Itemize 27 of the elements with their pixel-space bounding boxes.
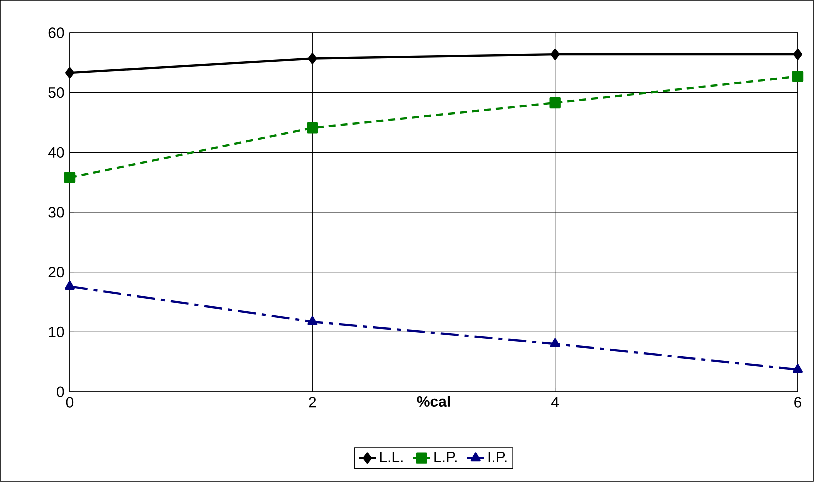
x-tick-label: 0 [66,397,74,408]
y-tick-label: 40 [48,147,64,158]
legend-label: I.P. [488,452,507,462]
x-tick-label: 4 [552,397,560,408]
point [793,364,804,374]
x-tick-label: 6 [794,397,802,408]
y-tick-label: 50 [48,88,64,98]
legend-label: L.L. [380,452,403,462]
point [550,338,560,348]
y-tick-label: 60 [48,28,64,38]
point [307,122,318,134]
point [792,71,804,82]
point [65,281,75,290]
y-tick-label: 20 [48,267,64,278]
y-tick-label: 10 [49,326,64,338]
point [64,172,76,184]
point [794,48,802,60]
legend-label: L.P. [434,452,457,462]
y-tick-label: 0 [57,386,64,398]
x-tick-label: 2 [309,397,316,408]
point [550,97,561,109]
point [308,316,318,326]
y-tick-label: 30 [48,207,64,218]
point [66,67,74,79]
x-axis-title: %cal [417,396,450,408]
point [550,48,560,60]
point [308,53,318,64]
